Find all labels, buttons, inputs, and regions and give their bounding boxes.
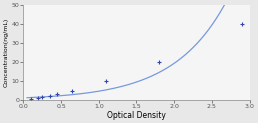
Y-axis label: Concentration(ng/mL): Concentration(ng/mL) [3, 18, 9, 87]
X-axis label: Optical Density: Optical Density [107, 111, 166, 120]
